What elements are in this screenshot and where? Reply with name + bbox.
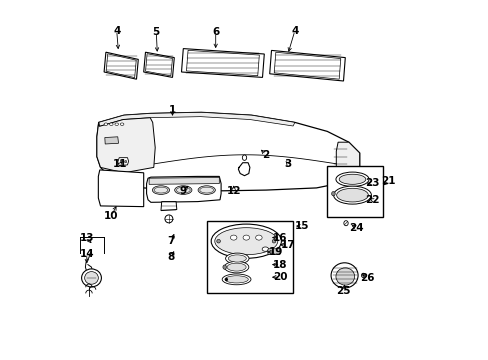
Ellipse shape [216,239,220,243]
Text: 26: 26 [359,273,373,283]
Ellipse shape [262,247,268,251]
Text: 6: 6 [212,27,219,37]
Polygon shape [97,112,359,191]
Polygon shape [143,52,174,77]
Ellipse shape [339,174,365,184]
Text: 8: 8 [167,252,174,262]
Ellipse shape [222,274,250,285]
Text: 3: 3 [284,159,291,169]
Ellipse shape [174,186,192,194]
Ellipse shape [109,123,113,125]
Text: 5: 5 [152,27,160,37]
Text: 22: 22 [365,195,379,205]
Text: 14: 14 [80,249,94,259]
Polygon shape [97,118,155,173]
Text: 24: 24 [348,222,363,233]
Ellipse shape [336,188,367,202]
Ellipse shape [200,187,213,193]
Ellipse shape [226,263,245,271]
Ellipse shape [120,123,123,125]
Text: 4: 4 [291,26,298,36]
Text: 10: 10 [104,211,118,221]
FancyBboxPatch shape [267,249,280,255]
Ellipse shape [223,265,226,269]
Text: 17: 17 [280,240,294,250]
Text: 9: 9 [180,186,186,196]
Text: 7: 7 [167,236,174,246]
Polygon shape [99,112,294,126]
Text: 23: 23 [365,178,379,188]
Text: 2: 2 [262,150,269,160]
Ellipse shape [224,261,248,273]
Polygon shape [269,50,345,81]
Ellipse shape [242,155,246,160]
Polygon shape [161,202,177,211]
Ellipse shape [255,235,262,240]
Polygon shape [149,177,219,184]
Text: 21: 21 [381,176,395,186]
Ellipse shape [176,187,190,193]
Text: 4: 4 [113,26,120,36]
Ellipse shape [224,276,248,283]
Ellipse shape [81,269,101,287]
Text: 20: 20 [273,272,287,282]
Ellipse shape [361,273,365,278]
Ellipse shape [152,186,169,194]
Ellipse shape [124,161,126,163]
Ellipse shape [243,235,249,240]
Text: 13: 13 [80,233,94,243]
Text: 25: 25 [336,286,350,296]
Ellipse shape [84,271,98,284]
Ellipse shape [115,123,118,125]
Ellipse shape [333,186,371,204]
Ellipse shape [104,123,107,125]
Ellipse shape [214,228,277,255]
Polygon shape [98,170,143,207]
Text: 12: 12 [226,186,241,196]
Polygon shape [104,52,138,79]
Ellipse shape [343,221,347,226]
Ellipse shape [198,186,215,194]
Polygon shape [146,176,221,202]
Text: 15: 15 [294,221,309,231]
Text: 16: 16 [273,233,287,243]
Ellipse shape [331,192,335,196]
Polygon shape [330,142,359,184]
Polygon shape [104,137,118,144]
Polygon shape [118,158,128,166]
Text: 18: 18 [273,260,287,270]
Polygon shape [181,49,264,77]
Text: 1: 1 [168,105,176,115]
Text: 19: 19 [268,247,283,257]
Text: 11: 11 [113,159,127,169]
Ellipse shape [228,255,246,262]
Ellipse shape [230,235,237,240]
Ellipse shape [225,253,248,264]
Ellipse shape [164,215,172,223]
Ellipse shape [120,161,122,163]
Ellipse shape [335,172,368,186]
Ellipse shape [154,187,167,193]
Bar [326,166,382,217]
Bar [206,221,292,293]
Ellipse shape [330,263,357,288]
Ellipse shape [335,268,354,285]
Ellipse shape [211,224,281,258]
Ellipse shape [272,239,275,243]
